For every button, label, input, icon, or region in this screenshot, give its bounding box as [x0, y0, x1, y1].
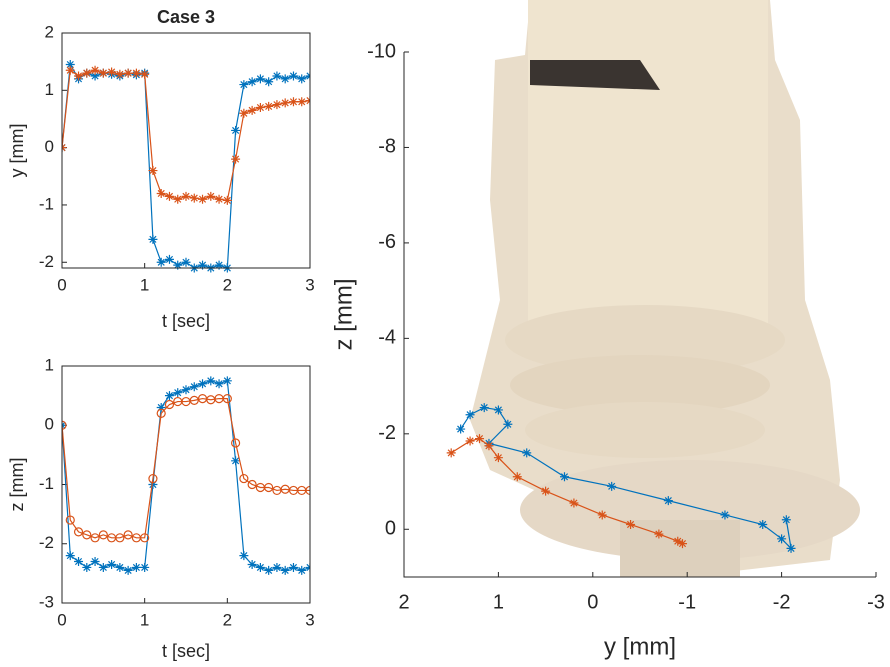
x-tick-label: 0: [587, 591, 598, 613]
x-tick-label: -2: [773, 591, 791, 613]
marker: [231, 155, 240, 164]
marker: [206, 376, 215, 385]
axes: 0 1 2 3 -3 -2 -1 0 1 t [sec] z [mm]: [7, 355, 315, 660]
y-tick-label: -10: [367, 40, 396, 62]
marker: [264, 102, 273, 111]
y-tick-label: -2: [378, 422, 396, 444]
marker: [223, 196, 232, 205]
x-tick-label: 3: [305, 275, 314, 294]
x-tick-label: 0: [57, 275, 66, 294]
marker: [190, 194, 199, 203]
y-tick-label: 1: [45, 80, 54, 99]
x-axis-label: t [sec]: [162, 311, 210, 331]
marker: [206, 192, 215, 201]
chart-title: Case 3: [157, 7, 215, 27]
marker: [297, 74, 306, 83]
x-tick-label: -1: [678, 591, 696, 613]
marker: [466, 436, 475, 445]
y-axis-label: z [mm]: [7, 458, 27, 512]
marker: [107, 67, 116, 76]
y-tick-label: 2: [45, 22, 54, 41]
marker: [190, 382, 199, 391]
marker: [165, 192, 174, 201]
plot-area: [62, 33, 310, 268]
marker: [182, 385, 191, 394]
marker: [157, 258, 166, 267]
figure: Case 3 0123-2-1012t [sec]y [mm]0123-3-2-…: [0, 0, 890, 667]
marker: [248, 77, 257, 86]
marker: [456, 425, 465, 434]
x-tick-label: 2: [223, 275, 232, 294]
y-tick-label: -2: [39, 533, 54, 552]
photo-background: [470, 0, 860, 577]
marker: [91, 66, 100, 75]
marker: [466, 410, 475, 419]
marker: [480, 403, 489, 412]
x-tick-label: 1: [493, 591, 504, 613]
axes: 0 1 2 3 -2 -1 0 1 2 t [sec] y [mm]: [7, 22, 315, 330]
marker: [165, 391, 174, 400]
y-tick-label: -4: [378, 327, 396, 349]
y-axis-label: y [mm]: [7, 124, 27, 178]
marker: [173, 195, 182, 204]
x-axis-label: t [sec]: [162, 641, 210, 661]
y-tick-label: -1: [39, 194, 54, 213]
marker: [494, 405, 503, 414]
marker: [223, 376, 232, 385]
marker: [173, 388, 182, 397]
marker: [297, 97, 306, 106]
x-tick-label: 3: [305, 610, 314, 629]
marker: [231, 126, 240, 135]
x-tick-label: -3: [867, 591, 885, 613]
x-tick-label: 2: [223, 610, 232, 629]
x-tick-label: 0: [57, 610, 66, 629]
x-tick-label: 1: [140, 275, 149, 294]
y-axis-label: z [mm]: [330, 279, 357, 351]
marker: [157, 189, 166, 198]
marker: [447, 448, 456, 457]
marker: [215, 379, 224, 388]
y-tick-label: -1: [39, 474, 54, 493]
marker: [264, 77, 273, 86]
marker: [182, 258, 191, 267]
marker: [256, 74, 265, 83]
marker: [215, 195, 224, 204]
y-tick-label: 1: [45, 355, 54, 374]
marker: [494, 453, 503, 462]
marker: [182, 192, 191, 201]
marker: [239, 80, 248, 89]
marker: [198, 379, 207, 388]
marker: [148, 166, 157, 175]
marker: [626, 520, 635, 529]
marker: [475, 434, 484, 443]
x-tick-label: 1: [140, 610, 149, 629]
y-tick-label: 0: [385, 518, 396, 540]
x-axis-label: y [mm]: [604, 633, 676, 660]
marker: [484, 441, 493, 450]
marker: [272, 100, 281, 109]
y-tick-label: -8: [378, 136, 396, 158]
marker: [281, 74, 290, 83]
y-tick-label: -2: [39, 252, 54, 271]
marker: [165, 255, 174, 264]
marker: [289, 97, 298, 106]
y-tick-label: 0: [45, 137, 54, 156]
y-tick-label: -3: [39, 592, 54, 611]
y-tick-label: -6: [378, 231, 396, 253]
y-tick-label: 0: [45, 415, 54, 434]
marker: [198, 195, 207, 204]
marker: [239, 109, 248, 118]
x-tick-label: 2: [398, 591, 409, 613]
marker: [148, 235, 157, 244]
